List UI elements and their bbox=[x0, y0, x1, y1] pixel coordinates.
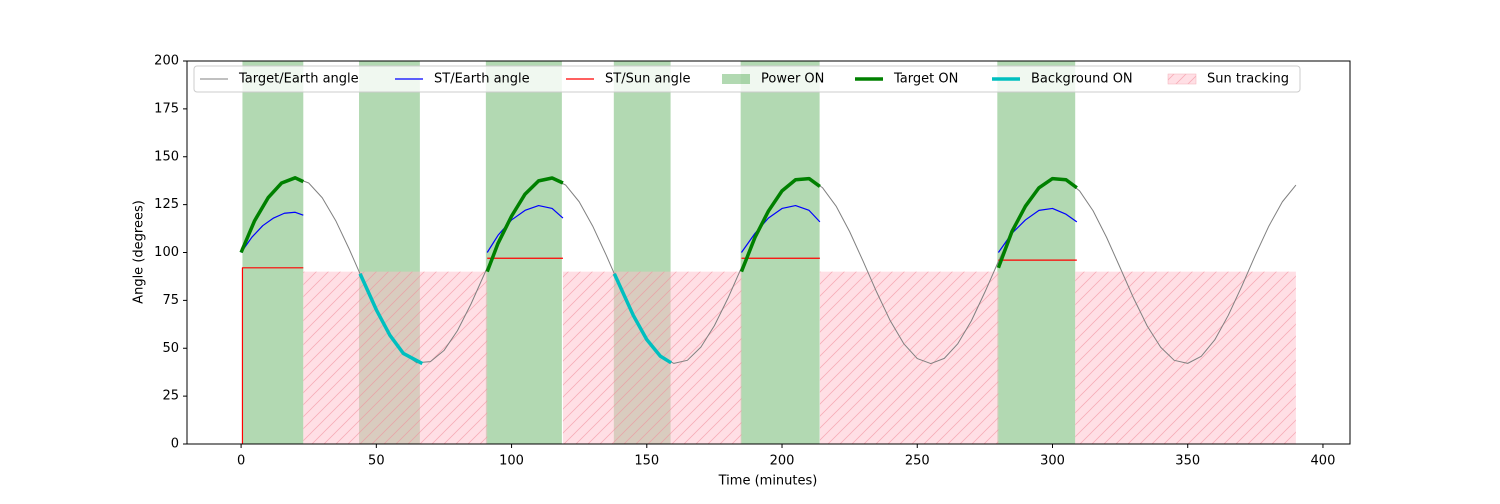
legend-label: ST/Earth angle bbox=[434, 72, 530, 87]
y-tick-label: 175 bbox=[154, 101, 179, 116]
legend: Target/Earth angle ST/Earth angle ST/Sun a… bbox=[193, 65, 1301, 93]
x-tick-label: 0 bbox=[237, 454, 245, 469]
y-tick-label: 25 bbox=[162, 389, 179, 404]
y-tick-label: 150 bbox=[154, 149, 179, 164]
series-line bbox=[996, 176, 1078, 269]
span bbox=[740, 61, 820, 444]
series-line bbox=[739, 176, 821, 273]
y-tick-label: 200 bbox=[154, 54, 179, 69]
legend-label: Target/Earth angle bbox=[238, 72, 359, 87]
span bbox=[819, 271, 999, 444]
series-line bbox=[612, 273, 673, 365]
y-tick-label: 75 bbox=[162, 293, 179, 308]
y-tick-label: 125 bbox=[154, 197, 179, 212]
x-axis-label: Time (minutes) bbox=[718, 474, 818, 489]
y-axis-label: Angle (degrees) bbox=[132, 200, 147, 304]
span bbox=[303, 271, 488, 444]
legend-swatch bbox=[722, 74, 750, 84]
x-tick-label: 100 bbox=[499, 454, 524, 469]
series-line bbox=[358, 273, 424, 366]
y-tick-label: 50 bbox=[162, 341, 179, 356]
x-tick-label: 350 bbox=[1175, 454, 1200, 469]
plot-area bbox=[239, 61, 1297, 444]
series-line bbox=[239, 176, 305, 254]
x-tick-label: 300 bbox=[1040, 454, 1065, 469]
series-line bbox=[240, 211, 304, 253]
span bbox=[562, 271, 742, 444]
axes: 0 50 100 150 200 250 300 350 400 0 25 50 75 100 125 150… bbox=[154, 54, 1351, 469]
x-tick-label: 50 bbox=[368, 454, 385, 469]
legend-swatch bbox=[1167, 73, 1197, 85]
legend-label: Power ON bbox=[761, 72, 824, 87]
span bbox=[242, 61, 304, 444]
y-tick-label: 100 bbox=[154, 245, 179, 260]
span bbox=[485, 61, 562, 444]
x-tick-label: 250 bbox=[905, 454, 930, 469]
legend-label: Background ON bbox=[1031, 72, 1133, 87]
legend-box bbox=[193, 65, 1301, 93]
x-tick-label: 400 bbox=[1311, 454, 1336, 469]
x-tick-label: 150 bbox=[634, 454, 659, 469]
legend-label: Sun tracking bbox=[1207, 72, 1289, 87]
series-line bbox=[486, 204, 564, 253]
series-line bbox=[740, 204, 821, 253]
span bbox=[997, 61, 1076, 444]
series-line bbox=[241, 267, 304, 444]
x-tick-label: 200 bbox=[770, 454, 795, 469]
span bbox=[1075, 271, 1296, 444]
legend-label: Target ON bbox=[893, 72, 958, 87]
y-tick-label: 0 bbox=[171, 437, 179, 452]
series-line bbox=[485, 176, 564, 273]
legend-label: ST/Sun angle bbox=[605, 72, 691, 87]
